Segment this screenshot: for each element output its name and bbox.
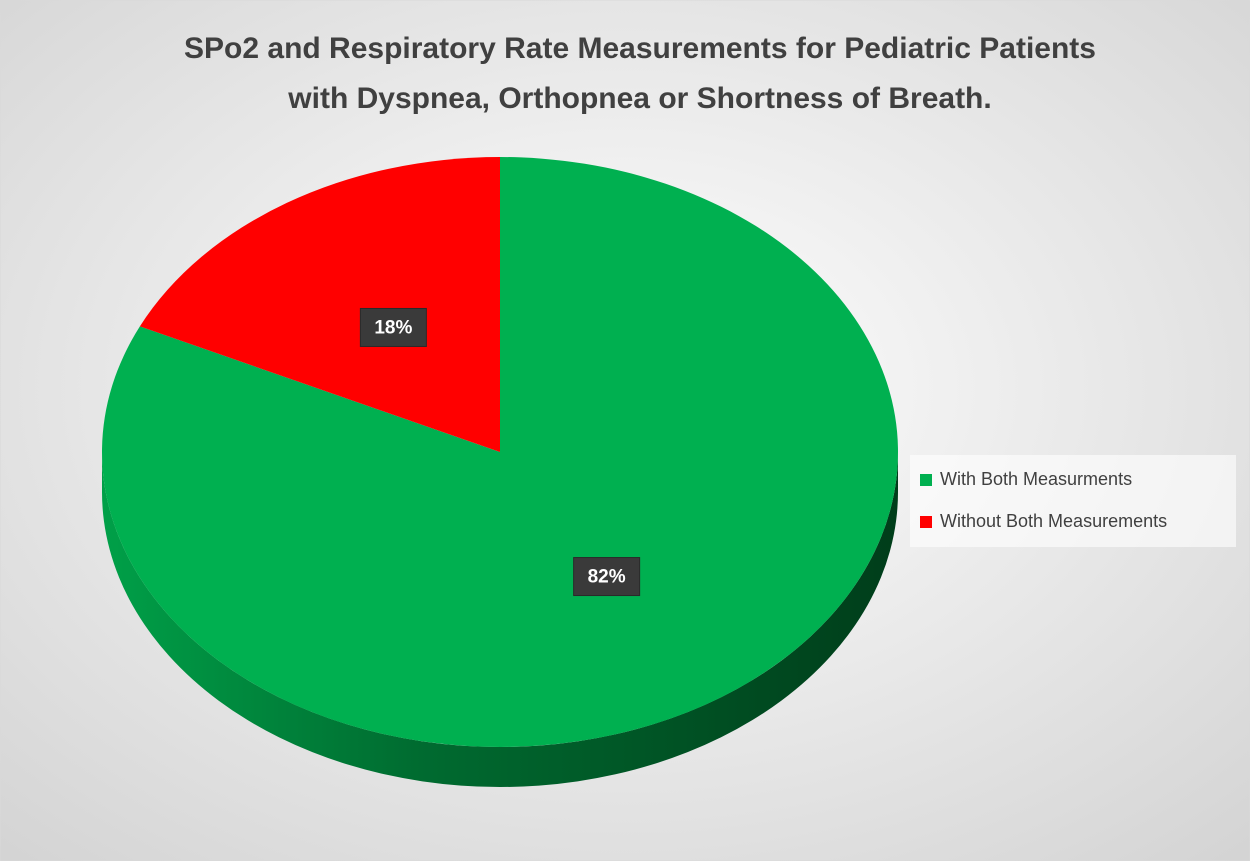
data-label: 82% bbox=[588, 567, 626, 588]
data-label: 18% bbox=[374, 317, 412, 338]
legend-swatch bbox=[920, 516, 932, 528]
legend-label: With Both Measurments bbox=[940, 469, 1132, 489]
data-label-box bbox=[359, 307, 427, 347]
data-label-box bbox=[573, 557, 641, 597]
legend-box bbox=[910, 455, 1236, 547]
legend-swatch bbox=[920, 474, 932, 486]
legend-label: Without Both Measurements bbox=[940, 511, 1167, 531]
pie-slice bbox=[139, 157, 500, 452]
chart-title: SPo2 and Respiratory Rate Measurements f… bbox=[184, 32, 1096, 65]
chart-title: with Dyspnea, Orthopnea or Shortness of … bbox=[287, 82, 991, 115]
